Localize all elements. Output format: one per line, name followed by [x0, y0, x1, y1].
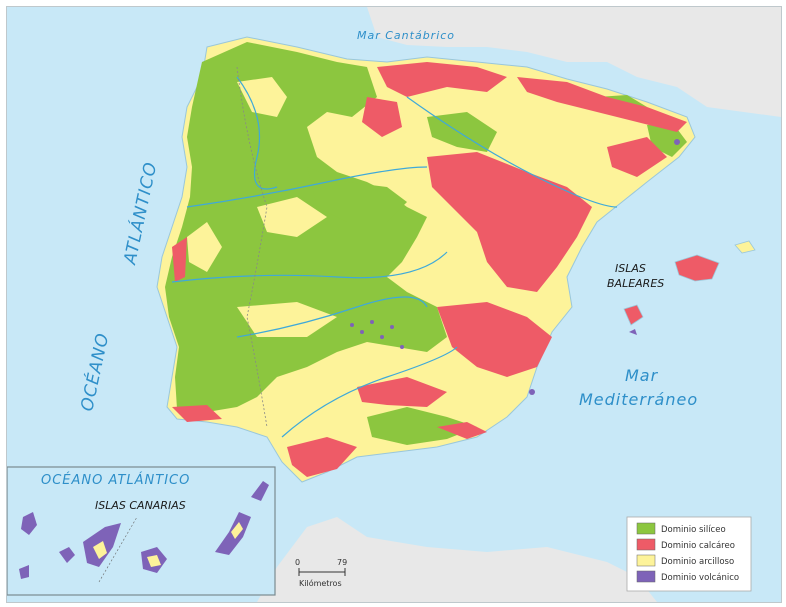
legend-label-volcanico: Dominio volcánico — [661, 573, 739, 583]
volcanico-speck — [380, 335, 384, 339]
island-ibiza — [623, 304, 644, 326]
scale-bar: 0 79 Kilómetros — [295, 558, 347, 588]
river-ebro — [406, 96, 618, 208]
canarias-inset: OCÉANO ATLÁNTICO ISLAS CANARIAS — [7, 466, 276, 596]
label-islas-canarias: ISLAS CANARIAS — [95, 499, 186, 512]
inset-divider — [98, 516, 138, 583]
island-la-gomera — [59, 547, 75, 563]
river-tajo — [171, 251, 448, 283]
legend: Dominio silíceo Dominio calcáreo Dominio… — [626, 516, 752, 592]
calcareo-patch — [437, 422, 487, 439]
arcilloso-patch — [187, 222, 222, 272]
scale-start: 0 — [295, 558, 300, 567]
island-tenerife-arcilloso — [93, 541, 107, 559]
river-duero — [186, 166, 428, 208]
volcanico-speck — [390, 325, 394, 329]
island-el-hierro — [19, 565, 29, 579]
calcareo-pirineo — [517, 77, 687, 132]
river — [236, 76, 278, 190]
label-islas: ISLAS — [615, 262, 646, 275]
calcareo-subbetico — [357, 377, 447, 407]
legend-swatch-volcanico — [636, 570, 656, 583]
label-mar: Mar — [625, 366, 659, 385]
portugal-border — [236, 66, 268, 428]
island-la-palma — [21, 512, 37, 535]
arcilloso-patch — [237, 302, 337, 337]
map-frame: Mar Cantábrico ATLÁNTICO OCÉANO ISLAS BA… — [6, 6, 782, 603]
legend-swatch-arcilloso — [636, 554, 656, 567]
legend-swatch-siliceo — [636, 522, 656, 535]
calcareo-patch — [362, 97, 402, 137]
inset-title: OCÉANO ATLÁNTICO — [41, 472, 190, 488]
scale-unit: Kilómetros — [299, 578, 342, 588]
label-mediterraneo: Mediterráneo — [579, 390, 698, 409]
calcareo-iberico — [427, 152, 592, 292]
arcilloso-patch — [237, 77, 287, 117]
label-baleares: BALEARES — [607, 277, 664, 290]
legend-swatch-calcareo — [636, 538, 656, 551]
calcareo-portugal — [172, 237, 187, 282]
legend-label-calcareo: Dominio calcáreo — [661, 541, 735, 551]
calcareo-betico — [437, 302, 552, 377]
calcareo-south — [287, 437, 357, 477]
river-guadalquivir — [281, 346, 458, 438]
island-menorca — [734, 240, 756, 254]
africa-landmass — [257, 517, 657, 602]
volcanico-speck — [370, 320, 374, 324]
volcanico-speck — [360, 330, 364, 334]
island-gran-canaria-arcilloso — [147, 555, 161, 567]
label-mar-cantabrico: Mar Cantábrico — [357, 29, 455, 42]
volcanico-speck — [400, 345, 404, 349]
volcanico-speck — [350, 323, 354, 327]
scale-end: 79 — [337, 558, 347, 567]
france-landmass — [367, 7, 781, 117]
siliceo-iberico — [427, 112, 497, 152]
volcanico-speck — [674, 139, 680, 145]
river-guadiana — [236, 296, 428, 338]
calcareo-algarve — [172, 405, 222, 422]
calcareo-cantabrica — [377, 62, 507, 97]
calcareo-cataluna — [607, 137, 667, 177]
volcanico-speck — [529, 389, 535, 395]
map-svg: Mar Cantábrico ATLÁNTICO OCÉANO ISLAS BA… — [7, 7, 781, 602]
island-mallorca — [674, 254, 720, 282]
siliceo-south — [367, 407, 477, 445]
island-fuerteventura-arcilloso — [231, 522, 243, 539]
legend-label-arcilloso: Dominio arcilloso — [661, 557, 734, 567]
arcilloso-patch — [257, 197, 327, 237]
island-lanzarote — [251, 481, 269, 501]
island-formentera — [629, 329, 637, 335]
legend-label-siliceo: Dominio silíceo — [661, 525, 726, 535]
